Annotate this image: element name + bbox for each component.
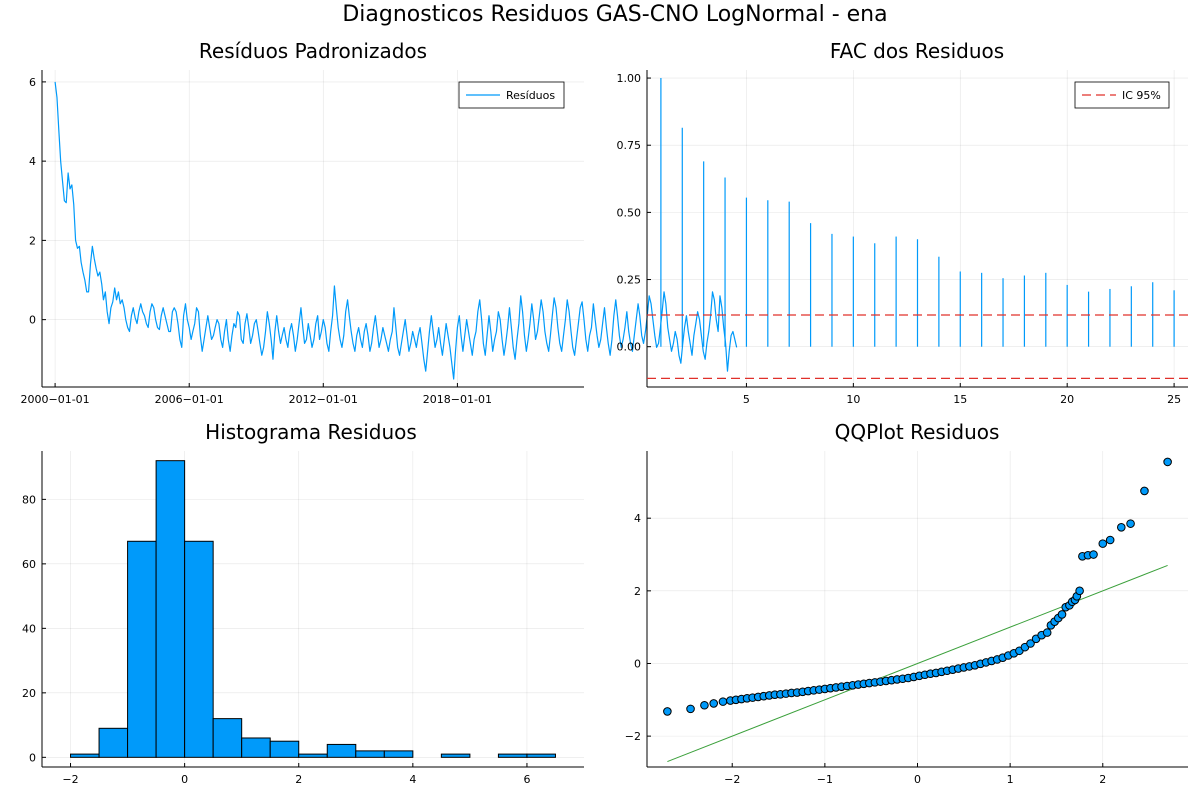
y-tick-label: 40	[22, 622, 36, 635]
qq-point	[663, 707, 672, 716]
legend-label: Resíduos	[506, 89, 555, 102]
chart-title: FAC dos Residuos	[830, 39, 1004, 63]
chart-title: QQPlot Residuos	[835, 420, 1000, 444]
y-tick-label: 2	[29, 234, 36, 247]
qq-point	[686, 704, 695, 714]
x-tick-label: −2	[62, 773, 78, 786]
qq-point	[1140, 486, 1149, 496]
histogram-bar	[70, 753, 100, 758]
y-tick-label: 2	[634, 585, 641, 598]
x-tick-label: 5	[743, 393, 750, 406]
y-tick-label: 0	[634, 657, 641, 670]
histogram-bar	[155, 460, 186, 758]
qq-point	[1126, 519, 1135, 528]
x-tick-label: 2000−01-01	[21, 393, 90, 406]
histogram-bar	[383, 750, 414, 758]
qq-point	[1098, 539, 1108, 548]
y-tick-label: 0.00	[617, 341, 642, 354]
qq-point	[1042, 628, 1052, 637]
legend-label: IC 95%	[1122, 89, 1161, 102]
legend: IC 95%	[1074, 81, 1170, 109]
y-tick-label: 4	[29, 155, 36, 168]
qq-point	[718, 697, 728, 706]
histogram-bar	[241, 737, 271, 758]
y-tick-label: 0	[29, 751, 36, 764]
histogram-bar	[212, 718, 243, 758]
qq-point	[700, 700, 709, 710]
x-tick-label: 25	[1167, 393, 1181, 406]
histogram-bar	[298, 753, 328, 758]
qq-point	[1026, 639, 1035, 648]
y-tick-label: 80	[22, 493, 36, 506]
x-tick-label: 0	[914, 773, 921, 786]
histogram-bar	[127, 540, 157, 758]
y-tick-label: 0.25	[617, 274, 642, 287]
y-tick-label: 1.00	[617, 72, 642, 85]
y-tick-label: 6	[29, 76, 36, 89]
histogram-bar	[269, 740, 300, 758]
x-tick-label: 15	[953, 393, 967, 406]
x-tick-label: 4	[409, 773, 416, 786]
qq-point	[709, 699, 718, 708]
figure-title: Diagnosticos Residuos GAS-CNO LogNormal …	[342, 2, 887, 27]
histogram-bar	[355, 750, 385, 758]
qq-point	[1057, 610, 1067, 619]
histogram-bar	[440, 753, 471, 758]
qq-point	[1163, 457, 1172, 467]
acf-panel: 5 10 15 20 25 0.00 0.25 0.50 0.75 1.00 FAC dos Res…	[617, 39, 1188, 406]
qq-point	[1075, 586, 1084, 596]
qq-point	[1105, 535, 1115, 545]
residuals-series-line	[54, 81, 738, 380]
y-tick-label: 60	[22, 558, 36, 571]
y-tick-label: 20	[22, 687, 36, 700]
qqplot-panel: −2 −1 0 1 2 −2 0 2 4 QQPlot Residuos	[625, 420, 1188, 786]
x-tick-label: 2006−01-01	[155, 393, 224, 406]
x-tick-label: 2012−01-01	[289, 393, 358, 406]
x-tick-label: 2	[1099, 773, 1106, 786]
histogram-bar	[98, 727, 129, 758]
y-tick-label: 0	[29, 314, 36, 327]
residuals-panel: 2000−01-01 2006−01-01 2012−01-01 2018−01-01…	[21, 39, 738, 406]
histogram-bar	[326, 743, 357, 758]
histogram-bar	[526, 753, 556, 758]
x-tick-label: 10	[846, 393, 860, 406]
y-tick-label: 4	[634, 512, 641, 525]
x-tick-label: −1	[817, 773, 833, 786]
y-tick-label: −2	[625, 730, 641, 743]
x-tick-label: 1	[1007, 773, 1014, 786]
qq-point	[1089, 550, 1098, 559]
chart-title: Histograma Residuos	[205, 420, 417, 444]
x-tick-label: 2	[295, 773, 302, 786]
y-tick-label: 0.50	[617, 206, 642, 219]
legend: Resíduos	[458, 81, 565, 109]
x-tick-label: 6	[523, 773, 530, 786]
x-tick-label: 0	[181, 773, 188, 786]
x-tick-label: 20	[1060, 393, 1074, 406]
qq-point	[1117, 522, 1126, 532]
histogram-bar	[184, 540, 214, 758]
y-tick-label: 0.75	[617, 139, 642, 152]
chart-title: Resíduos Padronizados	[199, 39, 427, 63]
x-tick-label: −2	[724, 773, 740, 786]
histogram-bar	[497, 753, 528, 758]
x-tick-label: 2018−01-01	[423, 393, 492, 406]
qq-reference-line	[667, 564, 1168, 763]
